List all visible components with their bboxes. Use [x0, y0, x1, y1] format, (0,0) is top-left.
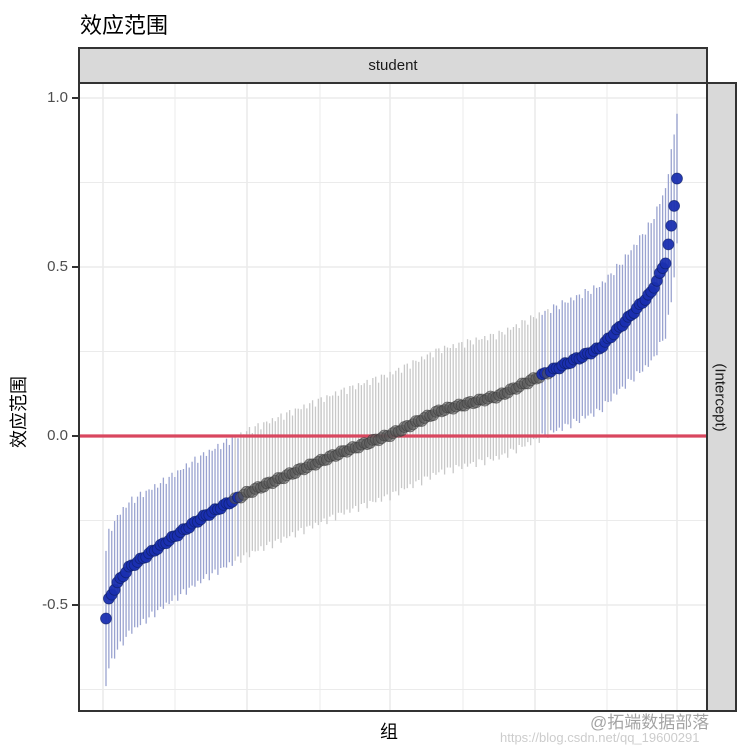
y-axis-label: 效应范围 [9, 376, 30, 448]
x-axis-label: 组 [380, 722, 398, 743]
caterpillar-plot [80, 84, 706, 710]
facet-label-student: student [368, 57, 418, 74]
watermark-brand: @拓端数据部落 [590, 713, 710, 732]
facet-strip-right: (Intercept) [706, 82, 737, 712]
y-tick-mark [72, 435, 78, 437]
y-tick-mark [72, 604, 78, 606]
watermark-url: https://blog.csdn.net/qq_19600291 [500, 730, 700, 745]
y-tick-mark [72, 266, 78, 268]
y-tick-label: -0.5 [42, 596, 68, 613]
y-tick-label: 0.5 [47, 258, 68, 275]
chart-title: 效应范围 [80, 14, 169, 39]
facet-label-intercept: (Intercept) [712, 362, 730, 432]
y-tick-mark [72, 97, 78, 99]
y-tick-label: 0.0 [47, 427, 68, 444]
plot-panel [78, 82, 708, 712]
facet-strip-top: student [78, 47, 708, 82]
y-tick-label: 1.0 [47, 89, 68, 106]
